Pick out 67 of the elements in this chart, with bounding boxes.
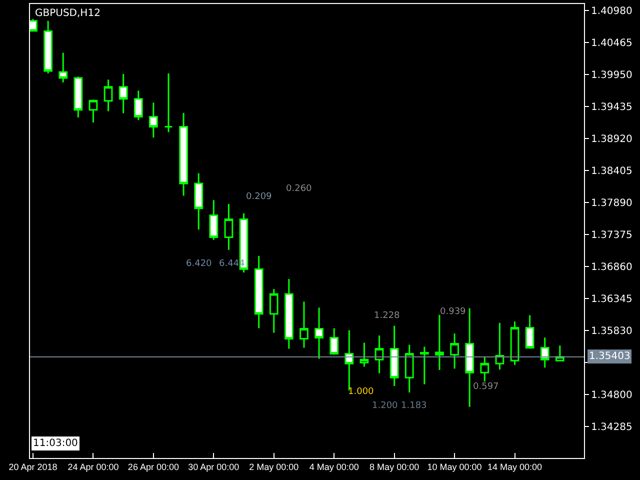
- y-tick-label: 1.37890: [591, 198, 632, 209]
- candlestick: [450, 332, 459, 370]
- candlestick: [540, 336, 550, 368]
- y-tick-label: 1.38920: [591, 134, 632, 145]
- candlestick: [58, 52, 68, 84]
- candlestick: [254, 255, 264, 329]
- candlestick: [314, 306, 324, 360]
- y-tick-label: 1.36345: [591, 294, 632, 305]
- x-tick-label: 24 Apr 00:00: [68, 462, 119, 472]
- candlestick: [360, 342, 369, 368]
- annotation: 1.000: [348, 387, 374, 397]
- candlestick: [390, 325, 399, 387]
- chart-title: GBPUSD,H12: [35, 8, 100, 19]
- candlestick: [300, 300, 308, 348]
- annotation: 0.939: [440, 307, 466, 317]
- ref-line-label: 1.35403: [589, 351, 630, 362]
- x-tick-label: 20 Apr 2018: [8, 462, 58, 472]
- candlestick: [209, 199, 218, 241]
- x-tick-label: 8 May 00:00: [370, 462, 420, 472]
- annotation: 1.183: [401, 401, 427, 411]
- candlestick: [435, 314, 444, 371]
- candlestick: [420, 346, 429, 385]
- candlestick: [495, 322, 504, 370]
- candlestick: [164, 72, 173, 133]
- annotation: 1.228: [374, 311, 400, 321]
- annotation: 0.209: [246, 192, 272, 202]
- x-tick-label: 14 May 00:00: [487, 462, 542, 472]
- y-tick-label: 1.40980: [591, 6, 632, 17]
- annotation: 0.260: [286, 184, 312, 194]
- y-tick-label: 1.34285: [591, 422, 632, 433]
- x-tick-label: 26 Apr 00:00: [128, 462, 179, 472]
- y-tick-label: 1.36860: [591, 262, 632, 273]
- candlestick: [510, 320, 520, 366]
- x-tick-label: 30 Apr 00:00: [188, 462, 240, 472]
- y-tick-label: 1.34800: [591, 390, 632, 401]
- candlestick: [74, 76, 83, 118]
- x-tick-label: 2 May 00:00: [249, 462, 299, 472]
- y-tick-label: 1.39435: [591, 102, 632, 113]
- x-tick-label: 4 May 00:00: [309, 462, 359, 472]
- candlestick: [134, 90, 143, 121]
- candlestick: [44, 20, 52, 74]
- annotation: 6.420: [186, 259, 212, 269]
- candlestick: [149, 102, 158, 138]
- y-tick-label: 1.40465: [591, 38, 632, 49]
- candlestick: [179, 112, 188, 197]
- y-tick-label: 1.38405: [591, 166, 632, 177]
- candlestick: [194, 172, 204, 230]
- candlestick: [118, 73, 128, 114]
- candlestick: [284, 278, 294, 350]
- annotation: 0.597: [473, 382, 499, 392]
- candlestick: [404, 344, 414, 394]
- candlestick: [374, 334, 384, 374]
- y-tick-label: 1.37375: [591, 230, 632, 241]
- candlestick: [330, 327, 339, 356]
- annotation: 1.200: [372, 401, 398, 411]
- candlestick: [224, 203, 234, 251]
- y-tick-label: 1.39950: [591, 70, 632, 81]
- x-tick-label: 10 May 00:00: [427, 462, 482, 472]
- candlestick: [555, 344, 564, 362]
- annotation: 11:03:00: [33, 438, 78, 449]
- candlestick: [525, 314, 534, 350]
- candlestick: [480, 356, 490, 382]
- candlestick: [104, 78, 113, 112]
- candlestick: [465, 308, 474, 408]
- candlestick: [88, 98, 98, 124]
- y-tick-label: 1.35830: [591, 326, 632, 337]
- candlestick: [269, 288, 278, 334]
